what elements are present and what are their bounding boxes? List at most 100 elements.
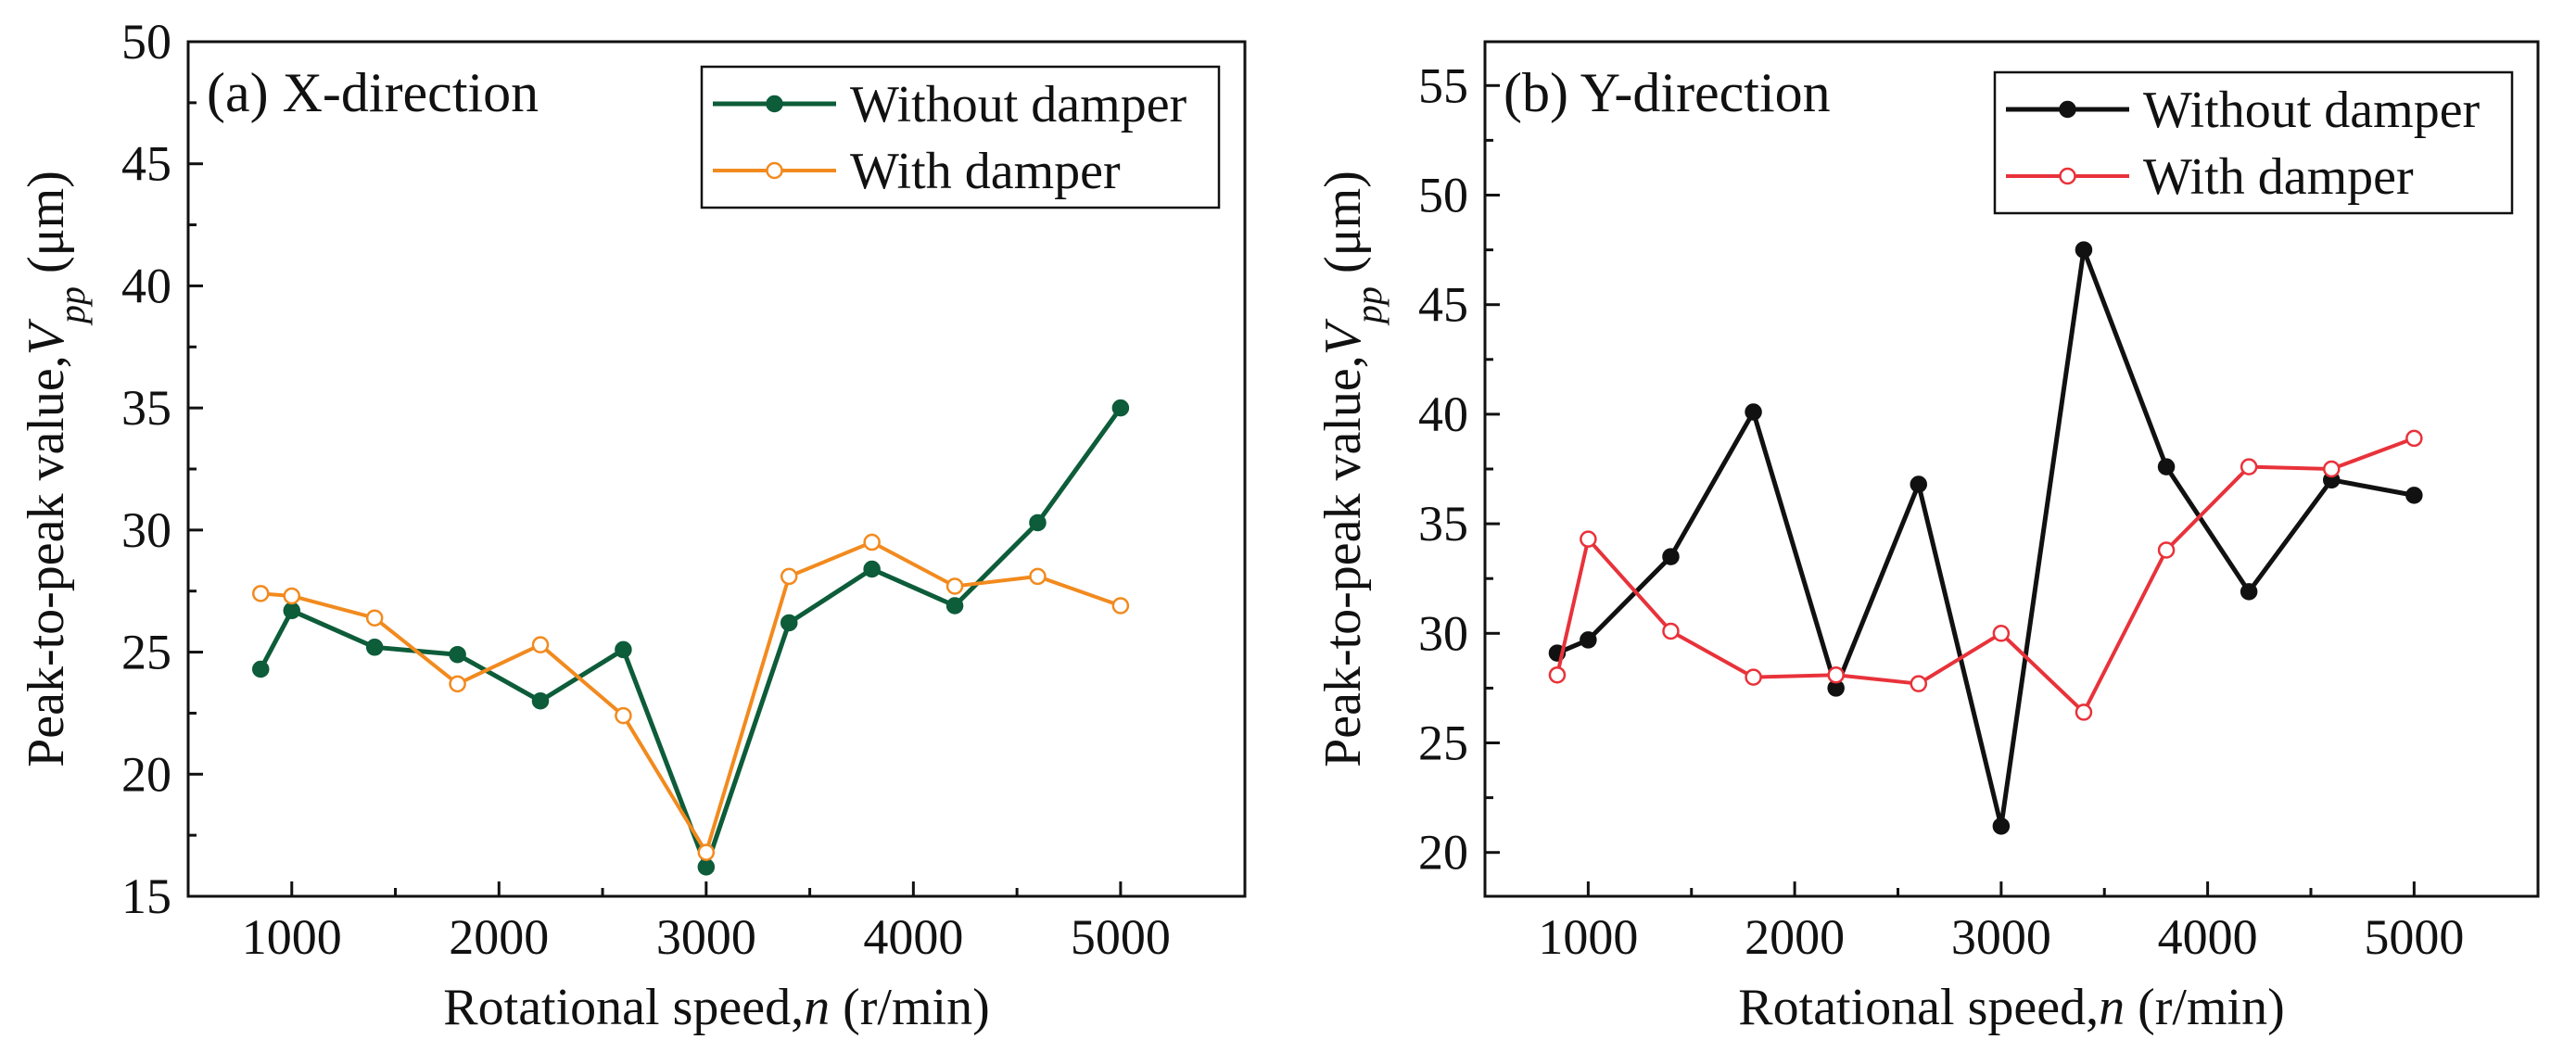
panel-a: 1000 2000 3000 4000 5000 15 20 25 30 35 40 45 50 Rota… bbox=[18, 14, 1247, 1036]
data-point bbox=[2075, 703, 2093, 721]
data-point bbox=[531, 636, 550, 653]
y-axis-title: Peak-to-peak value,Vpp (μm) bbox=[18, 171, 93, 767]
y-axis-title: Peak-to-peak value,Vpp (μm) bbox=[1314, 171, 1390, 767]
data-point bbox=[2075, 241, 2093, 259]
data-point bbox=[1745, 668, 1762, 686]
legend-label: Without damper bbox=[850, 76, 1187, 133]
data-point bbox=[283, 602, 301, 620]
x-axis-title: Rotational speed,n (r/min) bbox=[443, 979, 989, 1036]
y-tick-label: 55 bbox=[1418, 57, 1468, 113]
data-point bbox=[1111, 399, 1130, 417]
data-point bbox=[2405, 429, 2423, 448]
data-point bbox=[2240, 458, 2258, 475]
x-axis-title-variable: n bbox=[2099, 979, 2125, 1036]
legend-label: With damper bbox=[850, 143, 1121, 200]
data-point bbox=[1580, 631, 1597, 649]
data-point bbox=[1910, 675, 1928, 692]
data-point bbox=[615, 706, 632, 725]
data-point bbox=[2157, 458, 2176, 475]
data-point bbox=[780, 567, 798, 586]
y-tick-label: 30 bbox=[121, 502, 171, 558]
x-tick-label: 2000 bbox=[1745, 909, 1845, 965]
x-axis-title-prefix: Rotational speed, bbox=[1738, 979, 2099, 1036]
data-point bbox=[1745, 403, 1762, 421]
y-axis-title-unit: (μm) bbox=[1314, 171, 1372, 286]
legend: Without damper With damper bbox=[1993, 70, 2514, 215]
data-point bbox=[1662, 548, 1680, 565]
x-axis-title-variable: n bbox=[804, 979, 830, 1036]
y-tick-label: 20 bbox=[121, 746, 171, 802]
series-without-damper bbox=[1548, 241, 2423, 835]
legend-swatch-marker bbox=[2059, 167, 2076, 185]
legend-box bbox=[700, 65, 1221, 209]
x-tick-label: 5000 bbox=[2364, 909, 2464, 965]
panel-b: 1000 2000 3000 4000 5000 20 25 30 35 40 45 50 55 Rota… bbox=[1314, 40, 2540, 1036]
panel-title: (a) X-direction bbox=[207, 62, 539, 123]
data-point bbox=[1992, 625, 2011, 642]
series-without-damper bbox=[251, 399, 1130, 876]
y-tick-label: 45 bbox=[121, 136, 171, 192]
x-axis-title-unit: (r/min) bbox=[2125, 979, 2285, 1036]
y-axis-title-subscript: pp bbox=[1348, 286, 1390, 326]
legend-swatch-marker bbox=[2059, 100, 2076, 119]
y-axis-title-variable: V bbox=[1314, 318, 1372, 355]
y-tick-label: 15 bbox=[121, 868, 171, 924]
y-tick-label: 45 bbox=[1418, 277, 1468, 333]
data-point bbox=[2240, 583, 2258, 601]
legend-label: With damper bbox=[2143, 148, 2414, 206]
data-point bbox=[2405, 487, 2423, 504]
y-axis-title-prefix: Peak-to-peak value, bbox=[1314, 355, 1372, 767]
data-point bbox=[283, 587, 301, 605]
data-point bbox=[1111, 597, 1130, 615]
x-axis-title-unit: (r/min) bbox=[830, 979, 990, 1036]
y-axis-title-prefix: Peak-to-peak value, bbox=[18, 355, 75, 767]
data-point bbox=[945, 597, 964, 615]
legend-swatch-marker bbox=[766, 95, 783, 113]
y-tick-label: 35 bbox=[121, 380, 171, 436]
legend-box bbox=[1993, 70, 2514, 215]
x-axis-title: Rotational speed,n (r/min) bbox=[1738, 979, 2284, 1036]
y-axis-title-unit: (μm) bbox=[18, 171, 75, 286]
panel-title: (b) Y-direction bbox=[1504, 62, 1831, 123]
x-tick-label: 1000 bbox=[242, 909, 342, 965]
series-with-damper bbox=[251, 533, 1130, 861]
data-point bbox=[697, 843, 716, 861]
data-point bbox=[449, 645, 466, 664]
y-tick-label: 25 bbox=[121, 625, 171, 680]
y-axis-title-subscript: pp bbox=[51, 286, 93, 326]
x-tick-label: 4000 bbox=[2158, 909, 2258, 965]
x-tick-label: 3000 bbox=[1951, 909, 2051, 965]
data-point bbox=[2157, 541, 2176, 559]
data-point bbox=[365, 639, 384, 656]
series-line bbox=[260, 540, 1122, 855]
y-tick-label: 40 bbox=[121, 258, 171, 313]
data-point bbox=[2323, 460, 2341, 478]
y-tick-label: 40 bbox=[1418, 387, 1468, 442]
data-point bbox=[365, 609, 384, 627]
data-point bbox=[1827, 665, 1845, 684]
x-tick-label: 5000 bbox=[1071, 909, 1171, 965]
legend-swatch-marker bbox=[766, 161, 783, 180]
data-point bbox=[449, 675, 466, 693]
data-point bbox=[615, 640, 632, 659]
data-point bbox=[1029, 567, 1047, 586]
data-point bbox=[945, 577, 964, 595]
y-tick-label: 35 bbox=[1418, 496, 1468, 551]
series-line bbox=[1555, 437, 2416, 715]
y-tick-label: 20 bbox=[1418, 825, 1468, 881]
series-line bbox=[1555, 247, 2415, 829]
x-tick-label: 3000 bbox=[656, 909, 756, 965]
y-tick-label: 50 bbox=[121, 14, 171, 70]
y-tick-label: 30 bbox=[1418, 605, 1468, 661]
legend: Without damper With damper bbox=[700, 65, 1221, 209]
data-point bbox=[1580, 530, 1597, 548]
data-point bbox=[780, 614, 798, 632]
x-axis-title-prefix: Rotational speed, bbox=[443, 979, 804, 1036]
data-point bbox=[251, 585, 270, 602]
data-point bbox=[1662, 622, 1680, 640]
data-point bbox=[1910, 475, 1928, 493]
data-point bbox=[863, 533, 881, 551]
data-point bbox=[251, 660, 270, 678]
y-tick-label: 25 bbox=[1418, 716, 1468, 771]
